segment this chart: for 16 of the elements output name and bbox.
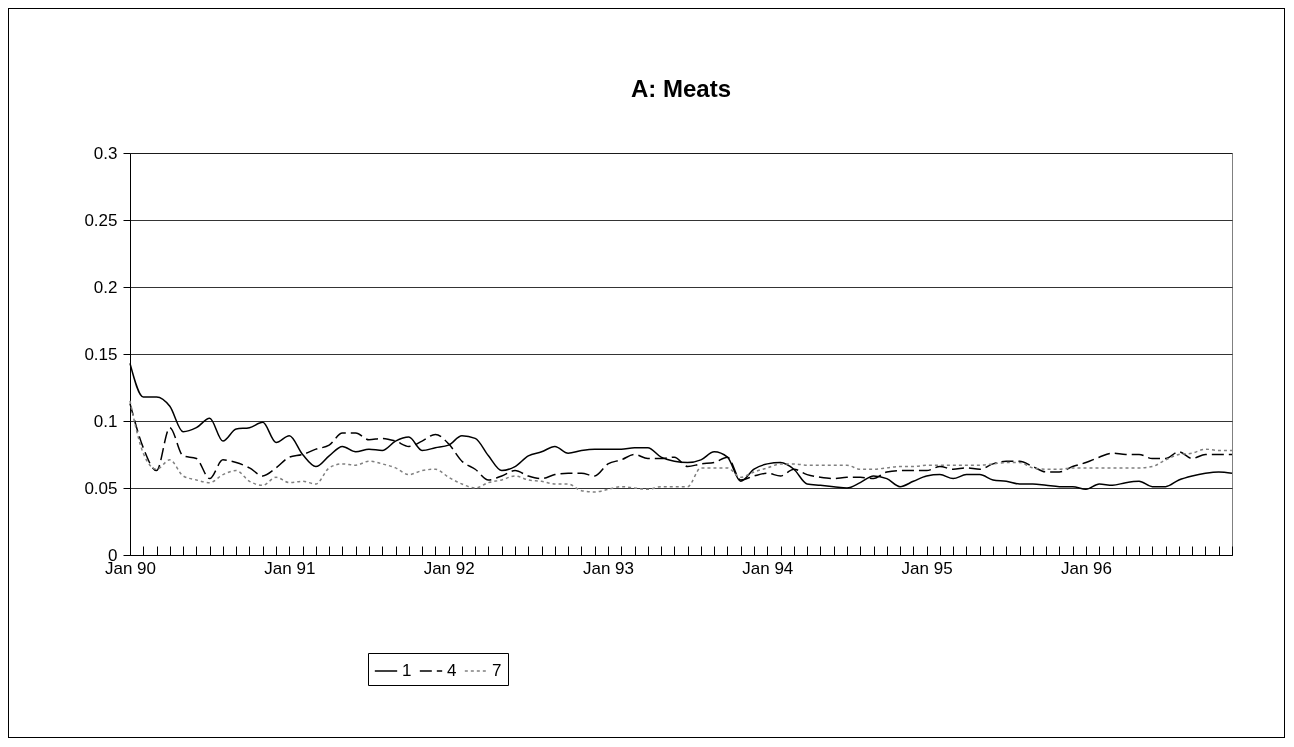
y-tick-label: 0.25 (84, 210, 118, 230)
x-tick-label: Jan 93 (582, 558, 634, 578)
y-tick-label: 0.2 (93, 277, 118, 297)
chart-title: A: Meats (630, 75, 732, 102)
legend-label: 4 (447, 661, 457, 680)
y-tick-label: 0.3 (93, 143, 118, 163)
legend-label: 7 (492, 661, 502, 680)
y-tick-label: 0.1 (93, 411, 118, 431)
x-tick-label: Jan 91 (264, 558, 316, 578)
x-tick-label: Jan 95 (901, 558, 953, 578)
y-tick-label: 0.15 (84, 344, 118, 364)
y-tick-label: 0.05 (84, 478, 118, 498)
x-tick-label: Jan 96 (1060, 558, 1112, 578)
x-tick-label: Jan 94 (742, 558, 794, 578)
x-tick-label: Jan 92 (423, 558, 475, 578)
legend-label: 1 (402, 661, 412, 680)
